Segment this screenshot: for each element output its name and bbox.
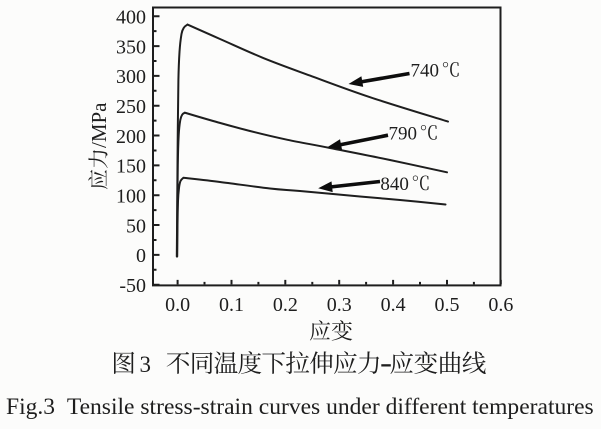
svg-text:0.1: 0.1 [219, 294, 244, 316]
svg-text:-50: -50 [119, 275, 146, 297]
svg-text:0.0: 0.0 [165, 294, 190, 316]
svg-text:0.5: 0.5 [434, 294, 459, 316]
svg-text:0.4: 0.4 [381, 294, 406, 316]
svg-text:150: 150 [116, 156, 146, 178]
svg-text:Fig.3 Tensile stress-strain c: Fig.3 Tensile stress-strain curves under… [6, 394, 594, 420]
svg-text:400: 400 [116, 7, 146, 29]
svg-text:200: 200 [116, 126, 146, 148]
svg-text:0: 0 [136, 245, 146, 267]
svg-text:100: 100 [116, 186, 146, 208]
svg-text:/MPa: /MPa [87, 102, 111, 148]
svg-text:350: 350 [116, 36, 146, 58]
svg-text:740: 740 [411, 61, 440, 82]
svg-text:840: 840 [380, 174, 409, 195]
svg-text:250: 250 [116, 96, 146, 118]
svg-text:300: 300 [116, 66, 146, 88]
svg-text:50: 50 [126, 215, 146, 237]
svg-text:790: 790 [389, 124, 418, 145]
svg-text:0.2: 0.2 [273, 294, 298, 316]
svg-text:0.3: 0.3 [327, 294, 352, 316]
svg-text:3: 3 [140, 352, 152, 377]
svg-text:0.6: 0.6 [488, 294, 513, 316]
